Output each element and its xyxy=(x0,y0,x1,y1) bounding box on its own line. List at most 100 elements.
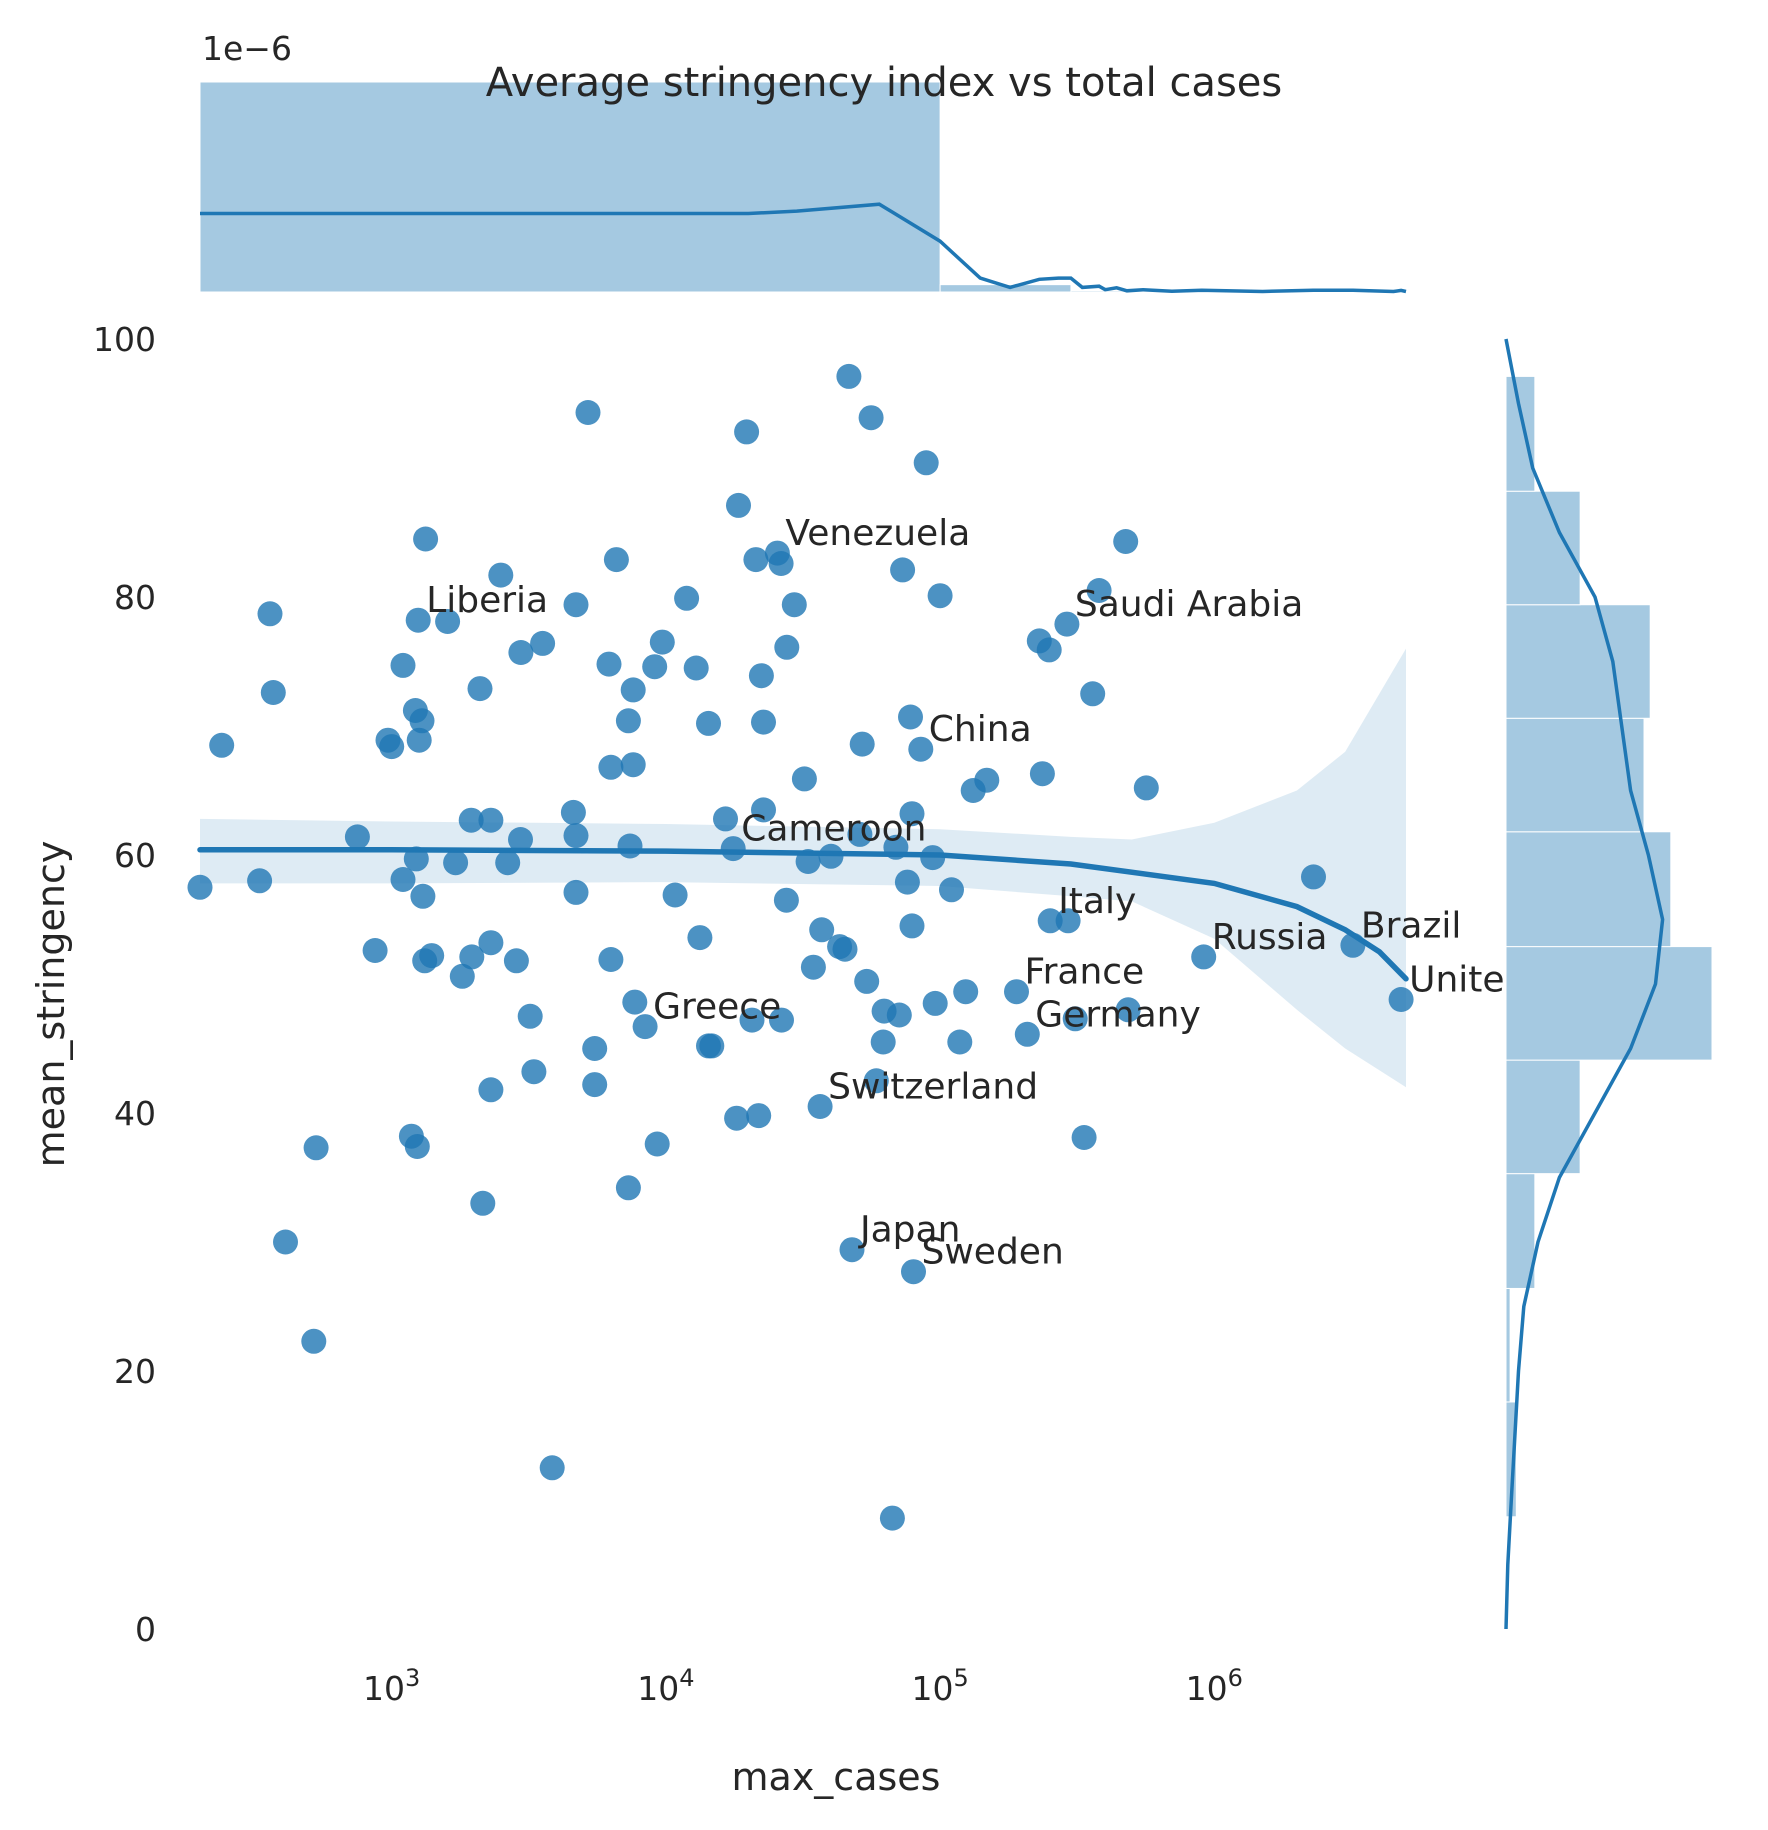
annotation-label: Unite xyxy=(1409,960,1504,1001)
y-axis-label: mean_stringency xyxy=(29,841,73,1168)
data-point xyxy=(620,752,646,778)
data-point xyxy=(879,1505,905,1531)
data-point xyxy=(1086,578,1112,603)
data-point xyxy=(257,601,283,627)
data-point xyxy=(1080,681,1106,707)
annotation-label: Germany xyxy=(1035,994,1200,1035)
data-point xyxy=(449,963,475,989)
data-point xyxy=(800,954,826,980)
data-point xyxy=(521,1059,547,1085)
data-point xyxy=(539,1455,565,1481)
data-point xyxy=(582,1036,608,1061)
data-point xyxy=(751,709,776,735)
right-kde-curve xyxy=(1504,338,1665,1630)
data-point xyxy=(901,1259,926,1285)
data-point xyxy=(807,1094,833,1119)
data-point xyxy=(836,363,862,389)
regression-fit-line xyxy=(197,847,1409,982)
data-point xyxy=(922,990,948,1016)
data-point xyxy=(791,766,817,792)
data-point xyxy=(596,651,622,677)
x-tick-exponent: 6 xyxy=(1228,1664,1243,1692)
x-tick-base: 10 xyxy=(637,1669,679,1708)
data-point xyxy=(603,547,629,573)
data-point xyxy=(575,400,601,425)
data-point xyxy=(301,1328,327,1354)
top-marginal-distribution xyxy=(199,81,1407,294)
data-point xyxy=(187,874,213,900)
data-point xyxy=(899,801,925,827)
data-point xyxy=(344,824,370,850)
annotation-label: Saudi Arabia xyxy=(1075,584,1303,625)
data-point xyxy=(560,799,586,825)
data-point xyxy=(503,948,529,974)
x-axis-label: max_cases xyxy=(732,1755,941,1799)
data-point xyxy=(1055,908,1081,934)
y-tick-label: 80 xyxy=(114,578,156,617)
data-point xyxy=(696,710,721,736)
annotation-label: Greece xyxy=(653,987,781,1028)
y-tick-label: 60 xyxy=(114,836,156,875)
data-point xyxy=(734,419,760,445)
data-point xyxy=(273,1229,298,1255)
data-point xyxy=(1004,979,1029,1005)
annotation-label: Liberia xyxy=(426,580,548,621)
data-point xyxy=(530,630,556,656)
data-point xyxy=(508,827,533,852)
data-point xyxy=(1388,987,1414,1012)
data-point xyxy=(209,732,235,758)
data-point xyxy=(443,850,469,876)
x-tick-exponent: 4 xyxy=(679,1664,694,1692)
data-point xyxy=(683,655,709,681)
data-point xyxy=(890,557,916,583)
data-point xyxy=(582,1072,608,1098)
data-point xyxy=(974,767,1000,793)
annotation-label: Russia xyxy=(1212,917,1328,958)
data-point xyxy=(894,869,920,895)
data-point xyxy=(913,450,939,476)
data-point xyxy=(303,1135,329,1161)
country-annotations: Venezuela Liberia Saudi Arabia China Cameroo… xyxy=(426,513,1504,1273)
data-point xyxy=(818,843,844,869)
y-tick-label: 20 xyxy=(114,1352,156,1391)
x-tick-label: 104 xyxy=(637,1664,694,1708)
data-point xyxy=(1062,1006,1088,1032)
data-point xyxy=(488,562,514,588)
data-point xyxy=(898,704,923,730)
data-point xyxy=(662,882,688,908)
data-point xyxy=(863,1068,889,1094)
data-point xyxy=(1037,908,1063,934)
right-histogram-bar xyxy=(1505,1059,1581,1175)
data-point xyxy=(379,734,405,760)
data-point xyxy=(362,938,388,963)
data-point xyxy=(478,807,504,833)
x-tick-label: 105 xyxy=(911,1664,968,1708)
top-kde-curve xyxy=(200,202,1407,294)
x-tick-label: 103 xyxy=(363,1664,420,1708)
data-point xyxy=(563,823,589,849)
data-point xyxy=(622,989,648,1015)
data-point xyxy=(953,979,979,1005)
data-point xyxy=(726,492,751,518)
annotation-label: France xyxy=(1025,952,1145,993)
data-point xyxy=(939,877,964,903)
data-point xyxy=(410,883,436,909)
annotation-label: Brazil xyxy=(1361,905,1461,946)
data-point xyxy=(674,585,700,611)
annotation-label: China xyxy=(929,709,1032,750)
data-point xyxy=(1014,1021,1040,1047)
data-point xyxy=(854,968,880,994)
data-point xyxy=(390,652,416,678)
data-point xyxy=(649,629,675,655)
data-point xyxy=(563,592,589,618)
data-point xyxy=(508,640,534,665)
data-point xyxy=(809,917,835,943)
data-point xyxy=(687,925,713,951)
data-point xyxy=(404,1134,430,1159)
data-point xyxy=(751,797,776,823)
data-point xyxy=(1029,761,1055,787)
y-tick-label: 40 xyxy=(114,1094,156,1133)
data-point xyxy=(847,821,873,847)
data-point xyxy=(458,807,484,833)
y-tick-label: 100 xyxy=(93,320,156,359)
